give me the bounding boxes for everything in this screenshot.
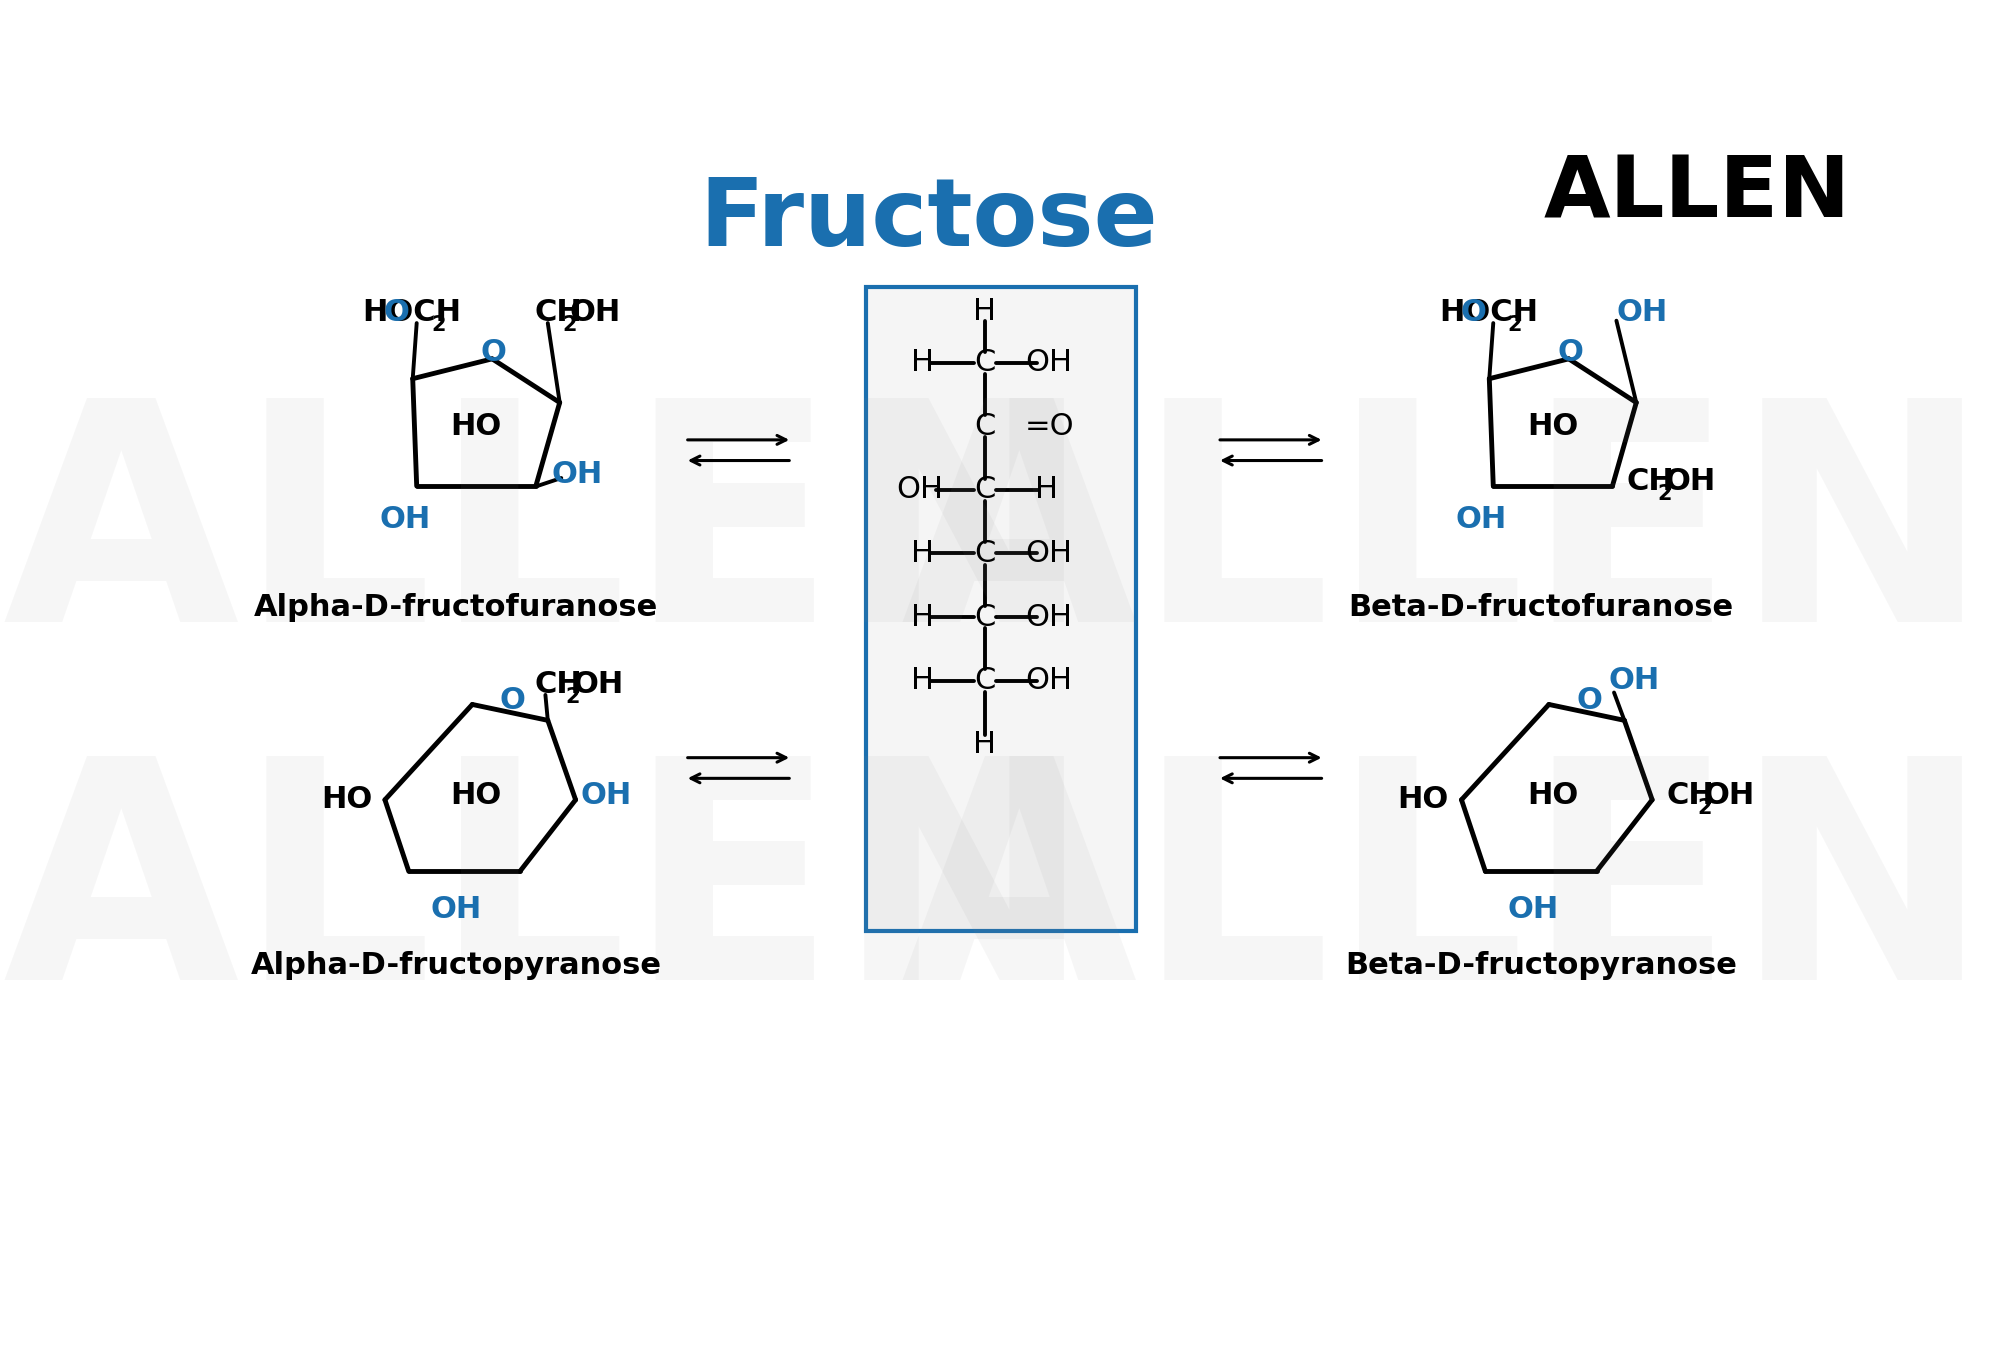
- Text: H: H: [973, 296, 995, 325]
- Text: OH: OH: [1608, 667, 1658, 695]
- Text: C: C: [973, 602, 995, 631]
- Text: 2: 2: [1506, 316, 1520, 336]
- Text: Fructose: Fructose: [699, 173, 1159, 266]
- Text: CH: CH: [1666, 781, 1714, 810]
- Text: CH: CH: [533, 298, 581, 328]
- Text: ALLEN: ALLEN: [901, 389, 1990, 686]
- Text: H: H: [973, 729, 995, 758]
- Text: Beta-D-fructofuranose: Beta-D-fructofuranose: [1349, 593, 1732, 622]
- Text: O: O: [500, 686, 525, 714]
- Text: O: O: [1459, 298, 1485, 328]
- Text: OH: OH: [1025, 602, 1071, 631]
- Text: 2: 2: [1656, 484, 1672, 504]
- Text: Beta-D-fructopyranose: Beta-D-fructopyranose: [1345, 951, 1736, 979]
- Text: H: H: [911, 540, 933, 568]
- Text: OH: OH: [1025, 348, 1071, 377]
- Text: ALLEN: ALLEN: [2, 747, 1093, 1044]
- Text: OH: OH: [571, 671, 623, 699]
- Text: 2: 2: [565, 687, 579, 706]
- Text: HO: HO: [1526, 413, 1578, 441]
- Text: CH: CH: [1626, 467, 1674, 496]
- Text: H: H: [1035, 475, 1057, 504]
- Bar: [865, 287, 1135, 930]
- Text: O: O: [1574, 686, 1600, 714]
- Text: Alpha-D-fructopyranose: Alpha-D-fructopyranose: [252, 951, 661, 979]
- Text: C: C: [973, 475, 995, 504]
- Text: OH: OH: [1702, 781, 1754, 810]
- Text: HO: HO: [450, 413, 501, 441]
- Text: H: H: [911, 602, 933, 631]
- Text: HOCH: HOCH: [1439, 298, 1538, 328]
- Text: HO: HO: [1526, 781, 1578, 810]
- Text: OH: OH: [1506, 895, 1558, 923]
- Text: OH: OH: [579, 781, 631, 810]
- Text: C: C: [973, 348, 995, 377]
- Text: =O: =O: [1025, 413, 1073, 441]
- Text: C: C: [973, 540, 995, 568]
- Text: H: H: [911, 348, 933, 377]
- Text: O: O: [1556, 337, 1582, 367]
- Text: 2: 2: [1696, 798, 1710, 818]
- Text: ALLEN: ALLEN: [901, 747, 1990, 1044]
- Text: OH: OH: [1025, 667, 1071, 695]
- Text: CH: CH: [533, 671, 581, 699]
- Text: OH: OH: [551, 459, 603, 489]
- Text: ALLEN: ALLEN: [1542, 152, 1850, 235]
- Text: 2: 2: [432, 316, 446, 336]
- Text: HOCH: HOCH: [362, 298, 462, 328]
- Text: OH: OH: [432, 895, 482, 923]
- Text: O: O: [384, 298, 410, 328]
- Text: OH: OH: [1616, 298, 1666, 328]
- Text: OH: OH: [1025, 540, 1071, 568]
- Text: OH: OH: [380, 505, 430, 534]
- Text: OH: OH: [1662, 467, 1714, 496]
- Text: HO: HO: [450, 781, 501, 810]
- Text: OH: OH: [1455, 505, 1506, 534]
- Text: OH: OH: [569, 298, 619, 328]
- Text: C: C: [973, 413, 995, 441]
- Text: Alpha-D-fructofuranose: Alpha-D-fructofuranose: [254, 593, 657, 622]
- Text: O: O: [482, 337, 505, 367]
- Text: HO: HO: [1397, 785, 1449, 814]
- Text: 2: 2: [561, 314, 575, 335]
- Text: OH: OH: [895, 475, 943, 504]
- Text: HO: HO: [322, 785, 372, 814]
- Text: C: C: [973, 667, 995, 695]
- Text: ALLEN: ALLEN: [2, 389, 1093, 686]
- Text: H: H: [911, 667, 933, 695]
